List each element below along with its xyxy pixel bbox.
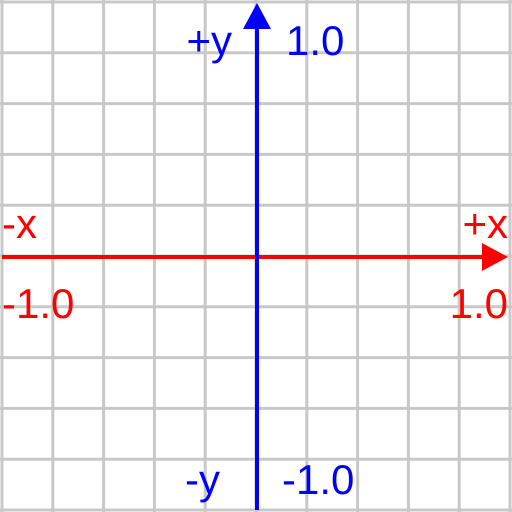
y-axis-arrowhead	[243, 3, 271, 29]
y-positive-label: +y	[186, 17, 232, 64]
x-min-value-label: -1.0	[2, 280, 74, 327]
x-max-value-label: 1.0	[450, 280, 508, 327]
x-axis-arrowhead	[482, 243, 508, 271]
y-max-value-label: 1.0	[286, 17, 344, 64]
x-positive-label: +x	[462, 200, 508, 247]
x-negative-label: -x	[2, 200, 37, 247]
y-negative-label: -y	[185, 456, 220, 503]
y-min-value-label: -1.0	[282, 456, 354, 503]
